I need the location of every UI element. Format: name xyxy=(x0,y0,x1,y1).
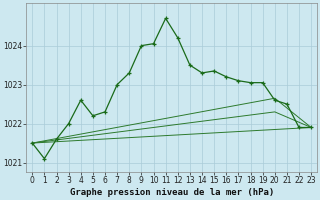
X-axis label: Graphe pression niveau de la mer (hPa): Graphe pression niveau de la mer (hPa) xyxy=(69,188,274,197)
